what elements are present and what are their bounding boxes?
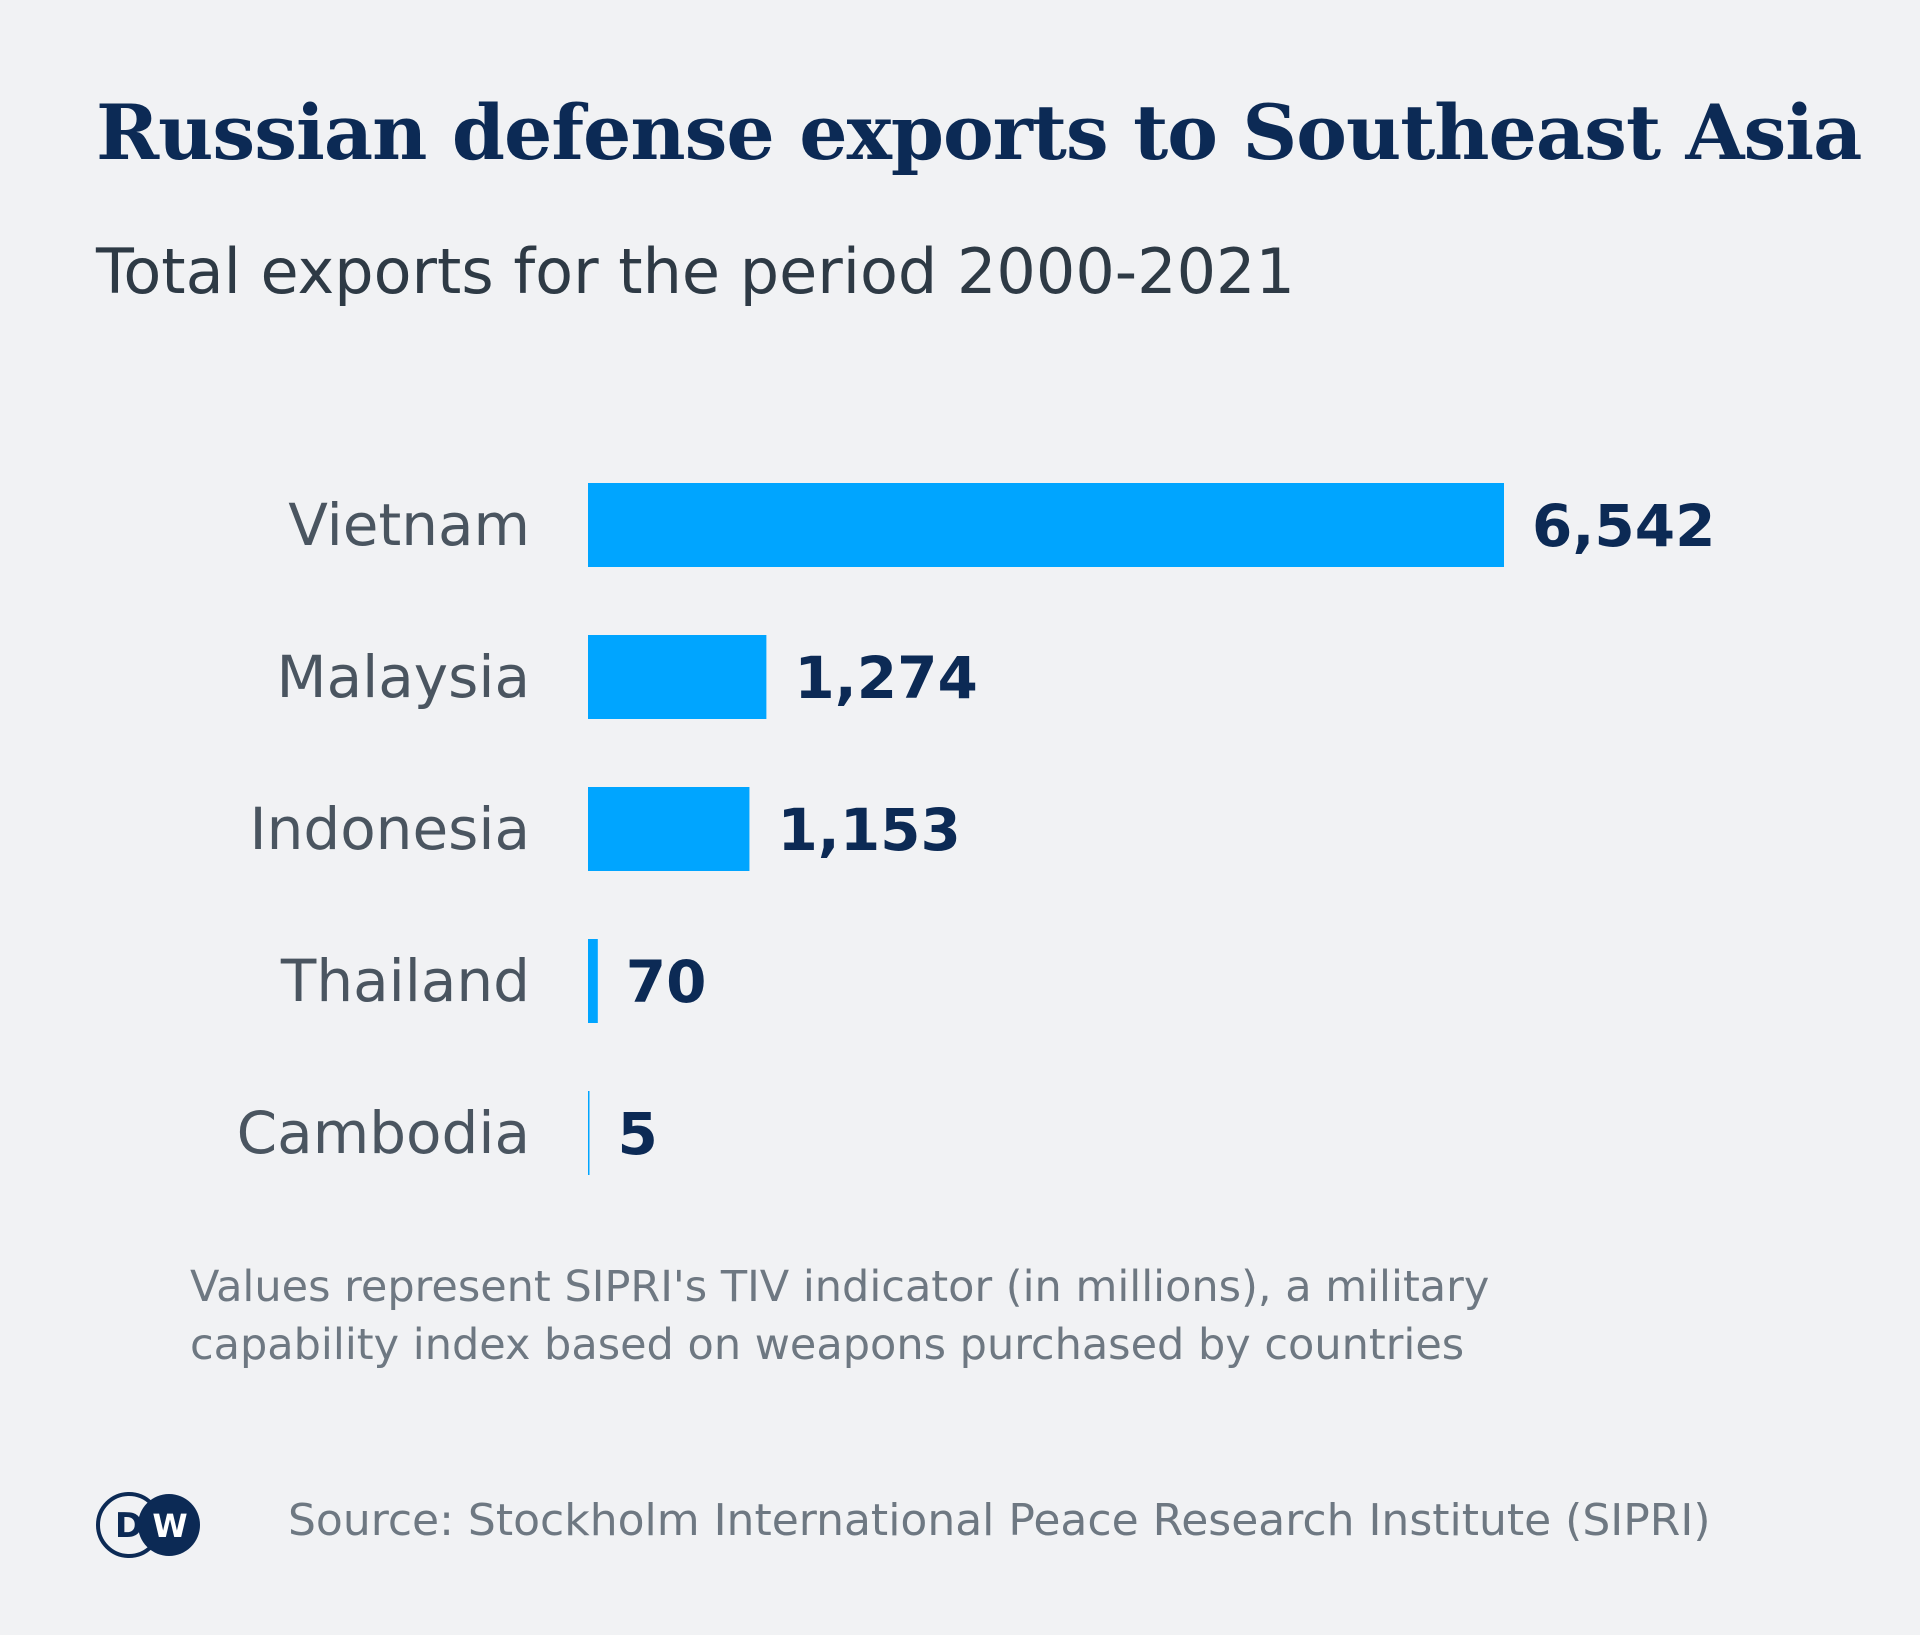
chart-title: Russian defense exports to Southeast Asi… [96, 88, 1862, 177]
bar-indonesia [588, 787, 750, 871]
value-label-indonesia: 1,153 [777, 796, 960, 864]
category-label-thailand: Thailand [280, 947, 530, 1015]
category-label-cambodia: Cambodia [237, 1099, 530, 1167]
source-text: Source: Stockholm International Peace Re… [288, 1495, 1711, 1546]
bar-thailand [588, 939, 598, 1023]
bar-malaysia [588, 635, 767, 719]
category-label-indonesia: Indonesia [250, 795, 530, 863]
value-label-thailand: 70 [626, 948, 707, 1016]
category-label-malaysia: Malaysia [277, 643, 530, 711]
dw-logo-icon: D W [96, 1492, 200, 1558]
dw-logo-letter-w: W [152, 1507, 187, 1545]
bar-vietnam [588, 483, 1504, 567]
chart-note-line-1: Values represent SIPRI's TIV indicator (… [190, 1262, 1490, 1312]
category-label-vietnam: Vietnam [288, 491, 530, 559]
bar-chart: Vietnam 6,542 Malaysia 1,274 Indonesia 1,153 T… [237, 483, 1715, 1175]
value-label-vietnam: 6,542 [1532, 492, 1715, 560]
chart-subtitle: Total exports for the period 2000-2021 [96, 235, 1295, 308]
chart-note: Values represent SIPRI's TIV indicator (… [190, 1258, 1690, 1374]
dw-logo-letter-d: D [115, 1506, 143, 1546]
value-label-cambodia: 5 [618, 1100, 658, 1168]
bar-cambodia [588, 1091, 590, 1175]
value-label-malaysia: 1,274 [794, 644, 977, 712]
chart-note-line-2: capability index based on weapons purcha… [190, 1320, 1465, 1370]
